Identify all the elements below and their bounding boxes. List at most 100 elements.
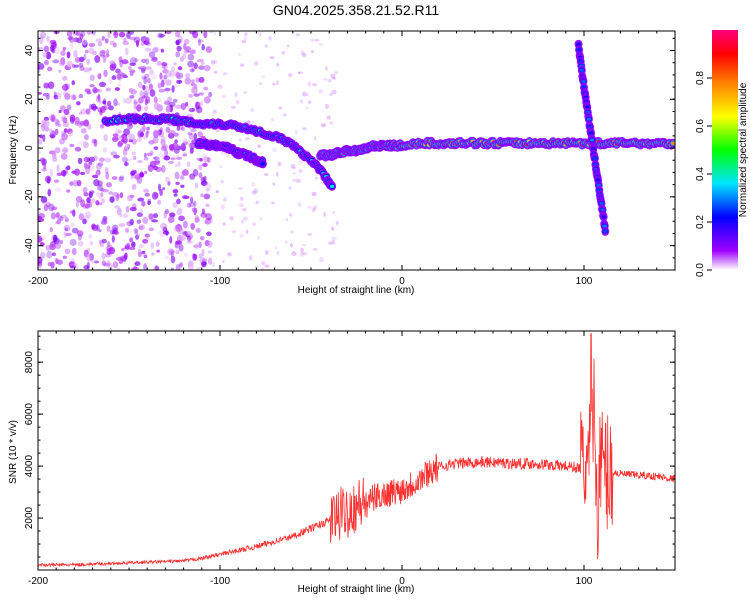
noise-blob	[74, 146, 82, 152]
noise-blob	[97, 180, 103, 187]
noise-blob	[105, 171, 110, 180]
noise-blob	[170, 66, 176, 73]
noise-blob	[138, 243, 145, 249]
noise-blob	[194, 215, 200, 223]
noise-blob	[135, 229, 139, 234]
noise-blob	[202, 162, 208, 167]
noise-blob	[289, 243, 294, 248]
noise-blob	[202, 153, 208, 161]
noise-blob	[182, 153, 187, 157]
noise-blob	[60, 117, 66, 122]
noise-blob	[38, 139, 43, 145]
noise-blob	[154, 265, 160, 270]
noise-blob	[106, 260, 111, 267]
noise-blob	[331, 211, 335, 214]
noise-blob	[140, 58, 147, 63]
noise-blob	[284, 240, 288, 244]
noise-blob	[65, 83, 70, 90]
noise-blob	[62, 149, 68, 153]
noise-blob	[117, 71, 125, 80]
noise-blob	[135, 234, 140, 240]
noise-blob	[180, 102, 187, 111]
noise-blob	[325, 65, 328, 71]
noise-blob	[200, 212, 208, 218]
noise-blob	[109, 40, 116, 46]
noise-blob	[159, 72, 163, 80]
noise-blob	[66, 189, 71, 193]
noise-blob	[129, 57, 137, 65]
noise-blob	[205, 182, 212, 190]
noise-blob	[91, 174, 99, 179]
noise-blob	[80, 171, 86, 176]
noise-blob	[191, 252, 197, 257]
noise-blob	[147, 200, 151, 205]
noise-blob	[331, 76, 337, 80]
noise-blob	[129, 94, 135, 99]
noise-blob	[305, 93, 310, 97]
noise-blob	[208, 91, 213, 98]
noise-blob	[92, 87, 98, 94]
noise-blob	[113, 42, 117, 48]
noise-blob	[102, 55, 107, 63]
noise-blob	[80, 128, 87, 134]
noise-blob	[103, 69, 108, 78]
noise-blob	[276, 251, 280, 256]
noise-blob	[84, 134, 89, 141]
noise-blob	[77, 240, 84, 247]
noise-blob	[302, 91, 307, 97]
ridge-core	[579, 68, 585, 72]
noise-blob	[102, 147, 108, 153]
noise-blob	[85, 108, 91, 116]
noise-blob	[151, 56, 158, 61]
noise-blob	[75, 201, 79, 208]
noise-blob	[154, 46, 161, 52]
noise-blob	[198, 253, 203, 259]
noise-blob	[50, 42, 57, 48]
noise-blob	[160, 48, 165, 53]
noise-blob	[306, 205, 313, 209]
noise-blob	[69, 265, 77, 269]
noise-blob	[95, 163, 102, 171]
noise-blob	[65, 232, 72, 237]
noise-blob	[173, 62, 177, 66]
noise-blob	[311, 38, 314, 42]
noise-blob	[287, 72, 293, 78]
noise-blob	[60, 50, 66, 57]
noise-blob	[153, 102, 160, 110]
noise-blob	[203, 86, 209, 91]
x-tick-label: 100	[576, 576, 593, 587]
noise-blob	[49, 243, 56, 251]
noise-blob	[198, 76, 205, 83]
noise-blob	[93, 179, 100, 187]
noise-blob	[170, 256, 176, 264]
noise-blob	[251, 121, 255, 124]
noise-blob	[144, 106, 149, 112]
snr-background	[38, 331, 675, 570]
noise-blob	[144, 73, 150, 79]
noise-blob	[47, 66, 53, 72]
noise-blob	[109, 63, 116, 71]
noise-blob	[138, 97, 144, 104]
noise-blob	[101, 260, 106, 267]
noise-blob	[98, 202, 103, 206]
noise-blob	[299, 252, 305, 257]
noise-blob	[55, 220, 59, 225]
noise-blob	[180, 143, 186, 152]
noise-blob	[115, 256, 123, 261]
noise-blob	[86, 66, 92, 73]
noise-blob	[189, 113, 193, 118]
noise-blob	[171, 85, 175, 93]
noise-blob	[88, 156, 96, 163]
noise-blob	[203, 31, 208, 39]
noise-blob	[64, 166, 69, 175]
y-tick-label: -20	[24, 189, 35, 204]
noise-blob	[66, 31, 73, 37]
noise-blob	[50, 114, 56, 123]
noise-blob	[62, 170, 66, 177]
ridge-core	[599, 201, 604, 206]
noise-blob	[184, 101, 189, 107]
noise-blob	[219, 165, 223, 169]
noise-blob	[144, 233, 151, 238]
noise-blob	[88, 67, 93, 71]
noise-blob	[138, 66, 142, 70]
